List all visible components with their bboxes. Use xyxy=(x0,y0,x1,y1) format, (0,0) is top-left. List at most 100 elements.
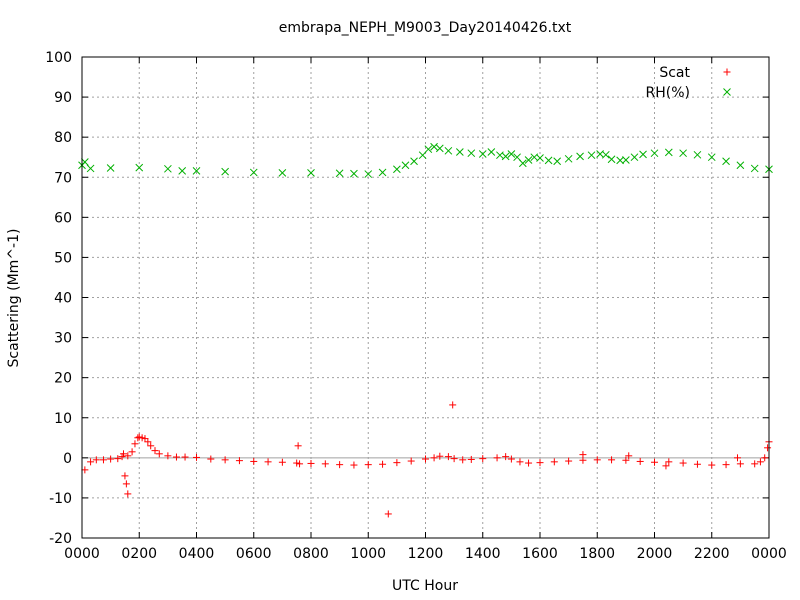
scat-point xyxy=(536,459,544,467)
scat-point xyxy=(114,455,122,463)
x-tick-label: 0200 xyxy=(121,546,157,562)
rh-point xyxy=(430,142,438,151)
legend-marker xyxy=(723,68,731,76)
scat-point xyxy=(147,442,155,450)
scat-point xyxy=(550,458,558,466)
scat-point xyxy=(131,440,139,448)
scat-point xyxy=(250,457,258,465)
scat-point xyxy=(384,510,392,518)
rh-point xyxy=(693,150,702,159)
x-tick-label: 1800 xyxy=(579,546,615,562)
scat-point xyxy=(756,458,764,466)
x-tick-label: 0600 xyxy=(236,546,272,562)
y-tick-label: 10 xyxy=(54,411,72,427)
scat-point xyxy=(144,438,152,446)
scat-point xyxy=(608,456,616,464)
rh-point xyxy=(639,150,647,159)
scat-point xyxy=(622,456,630,464)
scat-point xyxy=(593,456,601,464)
legend-label: RH(%) xyxy=(646,85,690,101)
scat-point xyxy=(207,455,215,463)
scat-point xyxy=(293,459,301,467)
rh-point xyxy=(178,166,187,175)
scat-point xyxy=(128,448,136,456)
scat-point xyxy=(81,466,89,474)
rh-point xyxy=(455,148,464,156)
scat-point xyxy=(155,450,163,458)
rh-point xyxy=(221,167,229,176)
x-tick-label: 0400 xyxy=(179,546,215,562)
legend-label: Scat xyxy=(659,65,690,81)
x-tick-label: 2000 xyxy=(637,546,673,562)
scat-point xyxy=(722,461,730,469)
scat-point xyxy=(121,472,129,480)
scat-point xyxy=(467,455,475,463)
scat-point xyxy=(221,456,229,464)
x-tick-label: 1200 xyxy=(408,546,444,562)
scat-point xyxy=(172,453,180,461)
x-tick-label: 1000 xyxy=(350,546,386,562)
scat-point xyxy=(444,453,452,461)
rh-point xyxy=(364,170,373,178)
rh-point xyxy=(424,145,433,154)
x-tick-label: 1600 xyxy=(522,546,558,562)
scat-point xyxy=(436,452,444,460)
scat-point xyxy=(761,454,769,462)
scat-point xyxy=(124,490,132,498)
scat-point xyxy=(92,456,100,464)
x-tick-label: 0000 xyxy=(751,546,787,562)
rh-point xyxy=(106,164,115,172)
scat-point xyxy=(107,455,115,463)
rh-point xyxy=(410,157,418,166)
scat-point xyxy=(336,461,344,469)
scat-point xyxy=(135,433,143,441)
rh-point xyxy=(750,164,759,173)
scat-point xyxy=(364,461,372,469)
scat-point xyxy=(679,459,687,467)
rh-point xyxy=(307,168,315,177)
scat-point xyxy=(430,454,438,462)
scat-point xyxy=(87,458,95,466)
scat-point xyxy=(138,434,146,442)
scat-point xyxy=(565,457,573,465)
rh-point xyxy=(536,154,544,162)
scat-point xyxy=(625,452,633,460)
scat-point xyxy=(193,453,200,461)
rh-point xyxy=(664,148,673,157)
legend-marker xyxy=(723,88,731,96)
scat-point xyxy=(264,458,272,466)
rh-point xyxy=(335,169,344,178)
scat-point xyxy=(379,460,387,468)
scat-point xyxy=(296,460,304,468)
y-tick-label: 50 xyxy=(54,250,72,266)
scat-point xyxy=(651,458,658,466)
rh-point xyxy=(467,149,476,158)
scat-point xyxy=(734,454,742,462)
rh-point xyxy=(650,149,659,158)
rh-point xyxy=(164,164,172,173)
rh-point xyxy=(249,168,258,177)
scat-point xyxy=(307,459,315,467)
y-tick-label: -10 xyxy=(49,491,72,507)
rh-point xyxy=(513,153,521,162)
scat-point xyxy=(151,447,159,455)
scat-point xyxy=(459,456,467,464)
scat-point xyxy=(99,456,107,464)
scat-point xyxy=(525,459,533,467)
y-tick-label: 30 xyxy=(54,331,72,347)
rh-point xyxy=(622,156,630,164)
rh-point xyxy=(478,150,487,158)
scat-point xyxy=(422,455,429,463)
scat-point xyxy=(181,453,189,461)
scat-point xyxy=(736,460,744,468)
rh-point xyxy=(576,152,584,161)
scat-point xyxy=(393,459,401,467)
rh-point xyxy=(444,146,453,155)
x-tick-label: 0800 xyxy=(293,546,329,562)
scat-point xyxy=(662,462,670,470)
rh-point xyxy=(587,151,596,160)
rh-point xyxy=(564,154,573,163)
y-tick-label: 40 xyxy=(54,291,72,307)
scat-point xyxy=(407,457,415,465)
